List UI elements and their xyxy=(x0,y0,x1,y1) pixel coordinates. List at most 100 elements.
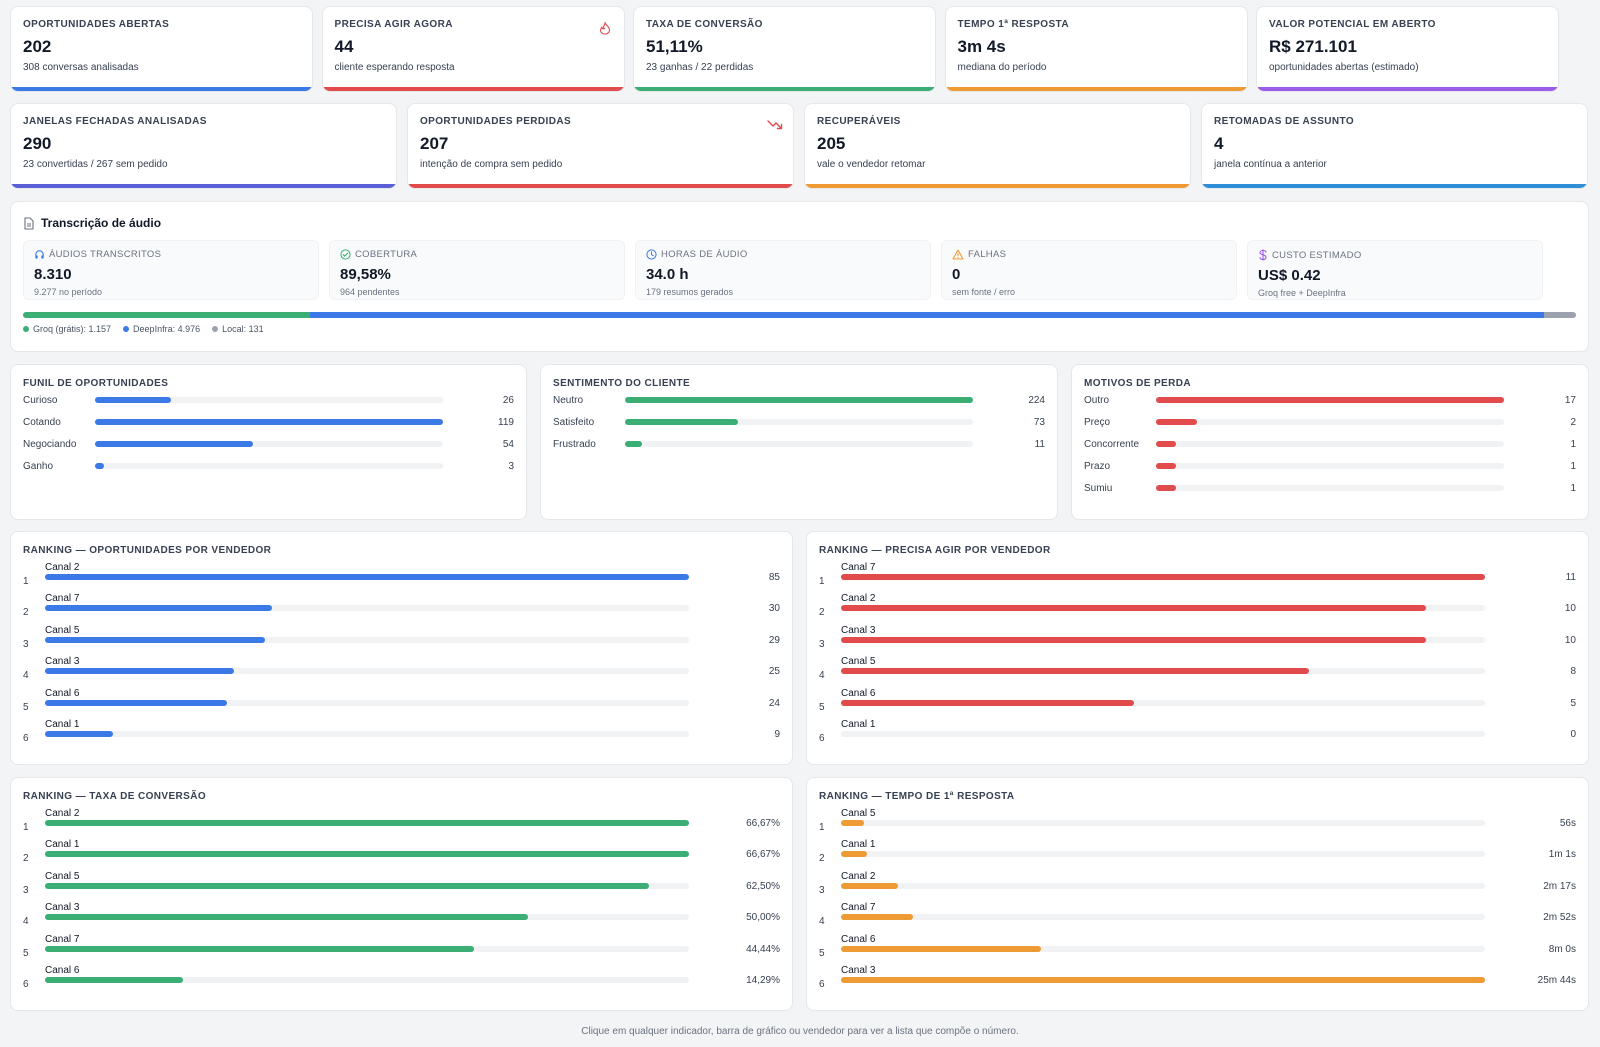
ranking-seller-name[interactable]: Canal 6 xyxy=(45,965,80,976)
ranking-bar-fill[interactable] xyxy=(45,636,265,643)
ranking-bar-fill[interactable] xyxy=(841,977,1485,983)
bar-fill[interactable] xyxy=(625,419,739,425)
ranking-bar-fill[interactable] xyxy=(45,699,227,706)
bar-row[interactable]: Outro 17 xyxy=(1084,393,1576,407)
bar-fill[interactable] xyxy=(95,441,253,447)
ranking-row[interactable]: 3 Canal 5 29 xyxy=(23,625,780,655)
ranking-row[interactable]: 2 Canal 7 30 xyxy=(23,593,780,623)
ranking-seller-name[interactable]: Canal 7 xyxy=(841,562,876,573)
kpi-card[interactable]: VALOR POTENCIAL EM ABERTO R$ 271.101 oport… xyxy=(1256,6,1559,92)
bar-fill[interactable] xyxy=(95,419,443,425)
bar-fill[interactable] xyxy=(1156,463,1177,469)
bar-fill[interactable] xyxy=(1156,397,1504,403)
ranking-row[interactable]: 2 Canal 1 66,67% xyxy=(23,839,780,869)
ranking-row[interactable]: 4 Canal 3 50,00% xyxy=(23,902,780,932)
ranking-seller-name[interactable]: Canal 6 xyxy=(45,687,80,699)
ranking-seller-name[interactable]: Canal 7 xyxy=(45,933,80,945)
ranking-bar-fill[interactable] xyxy=(45,914,528,921)
ranking-seller-name[interactable]: Canal 1 xyxy=(841,839,876,851)
ranking-bar-fill[interactable] xyxy=(45,605,273,612)
kpi-card[interactable]: RETOMADAS DE ASSUNTO 4 janela contínua a a… xyxy=(1201,103,1588,189)
ranking-row[interactable]: 1 Canal 2 66,67% xyxy=(23,808,780,838)
ranking-seller-name[interactable]: Canal 3 xyxy=(45,656,80,668)
bar-fill[interactable] xyxy=(95,397,172,403)
ranking-seller-name[interactable]: Canal 6 xyxy=(841,933,876,945)
kpi-card[interactable]: OPORTUNIDADES PERDIDAS 207 intenção de com… xyxy=(407,103,794,189)
ranking-row[interactable]: 3 Canal 2 2m 17s xyxy=(819,871,1576,901)
ranking-row[interactable]: 4 Canal 7 2m 52s xyxy=(819,902,1576,932)
ranking-row[interactable]: 3 Canal 3 10 xyxy=(819,625,1576,655)
ranking-bar-fill[interactable] xyxy=(45,851,689,858)
kpi-card[interactable]: OPORTUNIDADES ABERTAS 202 308 conversas an… xyxy=(10,6,313,92)
ranking-bar-fill[interactable] xyxy=(841,820,865,826)
ranking-row[interactable]: 2 Canal 2 10 xyxy=(819,593,1576,623)
ranking-row[interactable]: 6 Canal 6 14,29% xyxy=(23,965,780,995)
ranking-seller-name[interactable]: Canal 5 xyxy=(45,870,80,882)
ranking-row[interactable]: 1 Canal 2 85 xyxy=(23,562,780,592)
audio-stat-card[interactable]: COBERTURA 89,58% 964 pendentes xyxy=(329,240,625,300)
audio-stat-card[interactable]: FALHAS 0 sem fonte / erro xyxy=(941,240,1237,300)
ranking-seller-name[interactable]: Canal 2 xyxy=(841,870,876,882)
ranking-bar-fill[interactable] xyxy=(45,882,649,889)
ranking-bar-fill[interactable] xyxy=(45,820,689,826)
bar-row[interactable]: Negociando 54 xyxy=(23,437,514,451)
bar-row[interactable]: Neutro 224 xyxy=(553,393,1045,407)
provider-segment[interactable] xyxy=(1543,312,1576,318)
ranking-bar-fill[interactable] xyxy=(841,851,867,858)
bar-row[interactable]: Curioso 26 xyxy=(23,393,514,407)
provider-distribution-bar[interactable] xyxy=(23,312,1576,318)
kpi-card[interactable]: PRECISA AGIR AGORA 44 cliente esperando re… xyxy=(321,6,625,92)
ranking-bar-fill[interactable] xyxy=(841,882,899,889)
audio-stat-card[interactable]: ÁUDIOS TRANSCRITOS 8.310 9.277 no período xyxy=(23,240,319,300)
ranking-bar-fill[interactable] xyxy=(841,699,1135,706)
ranking-bar-fill[interactable] xyxy=(45,574,689,580)
bar-fill[interactable] xyxy=(1156,419,1197,425)
ranking-row[interactable]: 4 Canal 5 8 xyxy=(819,656,1576,686)
bar-fill[interactable] xyxy=(95,463,104,469)
ranking-seller-name[interactable]: Canal 7 xyxy=(45,593,80,605)
ranking-row[interactable]: 1 Canal 7 11 xyxy=(819,562,1576,592)
bar-fill[interactable] xyxy=(1156,485,1177,491)
ranking-bar-fill[interactable] xyxy=(841,668,1310,675)
ranking-bar-fill[interactable] xyxy=(45,945,475,952)
ranking-seller-name[interactable]: Canal 1 xyxy=(45,719,80,730)
ranking-bar-fill[interactable] xyxy=(841,914,914,921)
ranking-row[interactable]: 6 Canal 1 9 xyxy=(23,719,780,749)
ranking-seller-name[interactable]: Canal 2 xyxy=(45,808,80,819)
ranking-seller-name[interactable]: Canal 1 xyxy=(841,719,876,730)
bar-row[interactable]: Prazo 1 xyxy=(1084,459,1576,473)
ranking-row[interactable]: 2 Canal 1 1m 1s xyxy=(819,839,1576,869)
bar-row[interactable]: Preço 2 xyxy=(1084,415,1576,429)
bar-row[interactable]: Concorrente 1 xyxy=(1084,437,1576,451)
ranking-row[interactable]: 4 Canal 3 25 xyxy=(23,656,780,686)
kpi-card[interactable]: TAXA DE CONVERSÃO 51,11% 23 ganhas / 22 pe… xyxy=(633,6,936,92)
ranking-bar-fill[interactable] xyxy=(841,605,1427,612)
ranking-bar-fill[interactable] xyxy=(45,977,183,983)
provider-segment[interactable] xyxy=(23,312,310,318)
ranking-row[interactable]: 5 Canal 6 8m 0s xyxy=(819,934,1576,964)
bar-row[interactable]: Frustrado 11 xyxy=(553,437,1045,451)
ranking-seller-name[interactable]: Canal 3 xyxy=(45,902,80,914)
ranking-seller-name[interactable]: Canal 5 xyxy=(841,656,876,668)
ranking-seller-name[interactable]: Canal 2 xyxy=(45,562,80,573)
bar-row[interactable]: Cotando 119 xyxy=(23,415,514,429)
ranking-seller-name[interactable]: Canal 5 xyxy=(841,808,876,819)
bar-row[interactable]: Ganho 3 xyxy=(23,459,514,473)
ranking-seller-name[interactable]: Canal 6 xyxy=(841,687,876,699)
ranking-row[interactable]: 5 Canal 6 5 xyxy=(819,688,1576,718)
ranking-row[interactable]: 5 Canal 7 44,44% xyxy=(23,934,780,964)
ranking-seller-name[interactable]: Canal 3 xyxy=(841,624,876,636)
ranking-row[interactable]: 6 Canal 3 25m 44s xyxy=(819,965,1576,995)
kpi-card[interactable]: RECUPERÁVEIS 205 vale o vendedor retomar xyxy=(804,103,1191,189)
ranking-row[interactable]: 3 Canal 5 62,50% xyxy=(23,871,780,901)
ranking-bar-fill[interactable] xyxy=(841,945,1042,952)
ranking-seller-name[interactable]: Canal 3 xyxy=(841,965,876,976)
ranking-bar-fill[interactable] xyxy=(45,668,235,675)
bar-row[interactable]: Satisfeito 73 xyxy=(553,415,1045,429)
ranking-row[interactable]: 6 Canal 1 0 xyxy=(819,719,1576,749)
audio-stat-card[interactable]: CUSTO ESTIMADO US$ 0.42 Groq free + DeepIn… xyxy=(1247,240,1543,300)
bar-fill[interactable] xyxy=(1156,441,1177,447)
ranking-seller-name[interactable]: Canal 5 xyxy=(45,624,80,636)
ranking-seller-name[interactable]: Canal 7 xyxy=(841,902,876,914)
provider-segment[interactable] xyxy=(309,312,1544,318)
